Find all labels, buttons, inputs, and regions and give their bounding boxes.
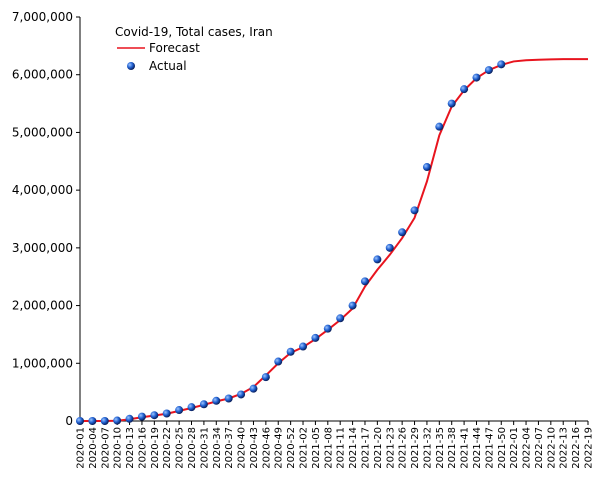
x-tick-label: 2022-04 (522, 427, 533, 469)
x-tick-label: 2021-08 (323, 427, 334, 469)
actual-point (113, 416, 122, 425)
x-tick-label: 2022-10 (546, 427, 557, 469)
y-tick-label: 6,000,000 (12, 68, 73, 82)
actual-point (323, 324, 332, 333)
actual-point (274, 357, 283, 366)
x-tick-label: 2021-47 (484, 427, 495, 469)
y-tick-label: 0 (65, 414, 73, 428)
actual-point (76, 417, 84, 425)
x-tick-label: 2020-25 (175, 427, 186, 469)
actual-point (224, 394, 233, 403)
x-tick-label: 2020-40 (237, 427, 248, 469)
x-tick-label: 2020-22 (162, 427, 173, 469)
y-tick-label: 7,000,000 (12, 10, 73, 24)
x-tick-label: 2021-26 (398, 427, 409, 469)
x-tick-label: 2020-28 (187, 427, 198, 469)
actual-point (422, 163, 431, 172)
actual-point (336, 314, 345, 323)
actual-point (162, 409, 171, 418)
y-tick-label: 3,000,000 (12, 241, 73, 255)
x-tick-label: 2020-34 (212, 427, 223, 469)
x-tick-label: 2021-05 (311, 427, 322, 469)
x-tick-label: 2022-01 (509, 427, 520, 469)
actual-point (187, 403, 196, 412)
x-tick-label: 2022-13 (559, 427, 570, 469)
actual-point (175, 406, 184, 415)
y-tick-label: 5,000,000 (12, 125, 73, 139)
actual-point (150, 411, 159, 420)
actual-point (484, 66, 493, 75)
x-tick-label: 2020-13 (125, 427, 136, 469)
actual-point (299, 342, 308, 351)
actual-point (348, 301, 357, 310)
x-tick-label: 2021-14 (348, 427, 359, 469)
x-tick-label: 2021-50 (497, 427, 508, 469)
x-tick-label: 2021-29 (410, 427, 421, 469)
actual-point (237, 390, 246, 399)
x-tick-label: 2021-32 (422, 427, 433, 469)
legend-label: Forecast (149, 41, 200, 55)
y-tick-label: 4,000,000 (12, 183, 73, 197)
x-tick-label: 2020-52 (286, 427, 297, 469)
actual-point (460, 85, 469, 94)
x-tick-label: 2021-20 (373, 427, 384, 469)
actual-point (88, 417, 97, 425)
x-tick-label: 2020-19 (150, 427, 161, 469)
x-tick-label: 2022-16 (571, 427, 582, 469)
x-tick-label: 2022-07 (534, 427, 545, 469)
y-tick-label: 1,000,000 (12, 356, 73, 370)
actual-point (137, 412, 146, 421)
actual-point (435, 122, 444, 131)
x-tick-label: 2021-02 (299, 427, 310, 469)
x-tick-label: 2021-35 (435, 427, 446, 469)
legend-swatch (127, 62, 135, 70)
actual-point (100, 417, 109, 425)
actual-point (398, 228, 407, 237)
x-tick-label: 2022-19 (584, 427, 595, 469)
actual-point (125, 414, 134, 423)
actual-point (447, 99, 456, 108)
legend-title: Covid-19, Total cases, Iran (115, 25, 273, 39)
x-tick-label: 2021-41 (460, 427, 471, 469)
x-tick-label: 2021-44 (472, 427, 483, 469)
y-tick-label: 2,000,000 (12, 299, 73, 313)
x-tick-label: 2020-37 (224, 427, 235, 469)
x-tick-label: 2020-04 (88, 427, 99, 469)
forecast-line (80, 58, 588, 422)
x-tick-label: 2020-43 (249, 427, 260, 469)
actual-point (199, 400, 208, 409)
actual-point (410, 206, 419, 215)
actual-point (497, 60, 506, 69)
actual-point (360, 277, 369, 286)
actual-point (286, 347, 295, 356)
x-tick-label: 2021-38 (447, 427, 458, 469)
x-tick-label: 2020-49 (274, 427, 285, 469)
actual-point (212, 396, 221, 405)
x-tick-label: 2020-10 (113, 427, 124, 469)
x-tick-label: 2021-11 (336, 427, 347, 469)
x-tick-label: 2020-16 (137, 427, 148, 469)
actual-point (472, 73, 481, 82)
x-tick-label: 2020-07 (100, 427, 111, 469)
actual-point (385, 243, 394, 252)
actual-point (261, 373, 270, 382)
legend-label: Actual (149, 59, 187, 73)
x-tick-label: 2021-23 (385, 427, 396, 469)
x-tick-label: 2020-46 (261, 427, 272, 469)
x-tick-label: 2020-31 (199, 427, 210, 469)
actual-point (373, 255, 382, 264)
x-tick-label: 2021-17 (360, 427, 371, 469)
actual-point (249, 384, 258, 393)
x-tick-label: 2020-01 (76, 427, 87, 469)
actual-point (311, 333, 320, 342)
